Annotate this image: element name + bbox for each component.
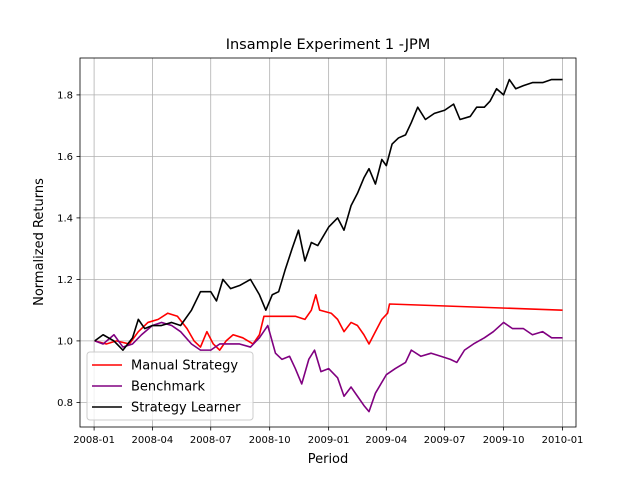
- legend-box: [86, 351, 254, 421]
- chart-title: Insample Experiment 1 -JPM: [226, 37, 431, 53]
- grid: [80, 58, 576, 427]
- series-line-manual-strategy: [94, 293, 563, 351]
- x-tick-label: 2009-04: [365, 435, 407, 446]
- legend-label-benchmark: Benchmark: [131, 380, 206, 395]
- plot-frame: [79, 57, 577, 428]
- x-tick-label: 2008-10: [249, 435, 291, 446]
- y-tick-label: 1.4: [57, 213, 73, 224]
- y-tick-label: 1.8: [57, 90, 73, 101]
- y-axis-label: Normalized Returns: [32, 178, 47, 306]
- y-tick-label: 1.0: [57, 336, 73, 347]
- legend-label-strategy-learner: Strategy Learner: [131, 401, 241, 416]
- x-tick-label: 2010-01: [542, 435, 584, 446]
- axis-ticks: 2008-01 2008-04 2008-07 2008-10 2009-01 2009-…: [57, 90, 583, 446]
- x-tick-label: 2009-10: [483, 435, 525, 446]
- series-line-benchmark: [94, 321, 563, 413]
- series-line-strategy-learner: [94, 78, 563, 351]
- y-tick-label: 0.8: [57, 398, 73, 409]
- legend: Manual Strategy Benchmark Strategy Learner: [86, 351, 254, 421]
- x-tick-label: 2009-07: [424, 435, 466, 446]
- y-tick-label: 1.2: [57, 275, 73, 286]
- legend-label-manual-strategy: Manual Strategy: [131, 359, 238, 374]
- x-tick-label: 2008-04: [132, 435, 174, 446]
- series-group: [94, 78, 563, 413]
- x-tick-label: 2008-01: [73, 435, 115, 446]
- x-tick-label: 2008-07: [190, 435, 232, 446]
- y-tick-label: 1.6: [57, 152, 73, 163]
- x-tick-label: 2009-01: [308, 435, 350, 446]
- x-axis-label: Period: [308, 452, 349, 467]
